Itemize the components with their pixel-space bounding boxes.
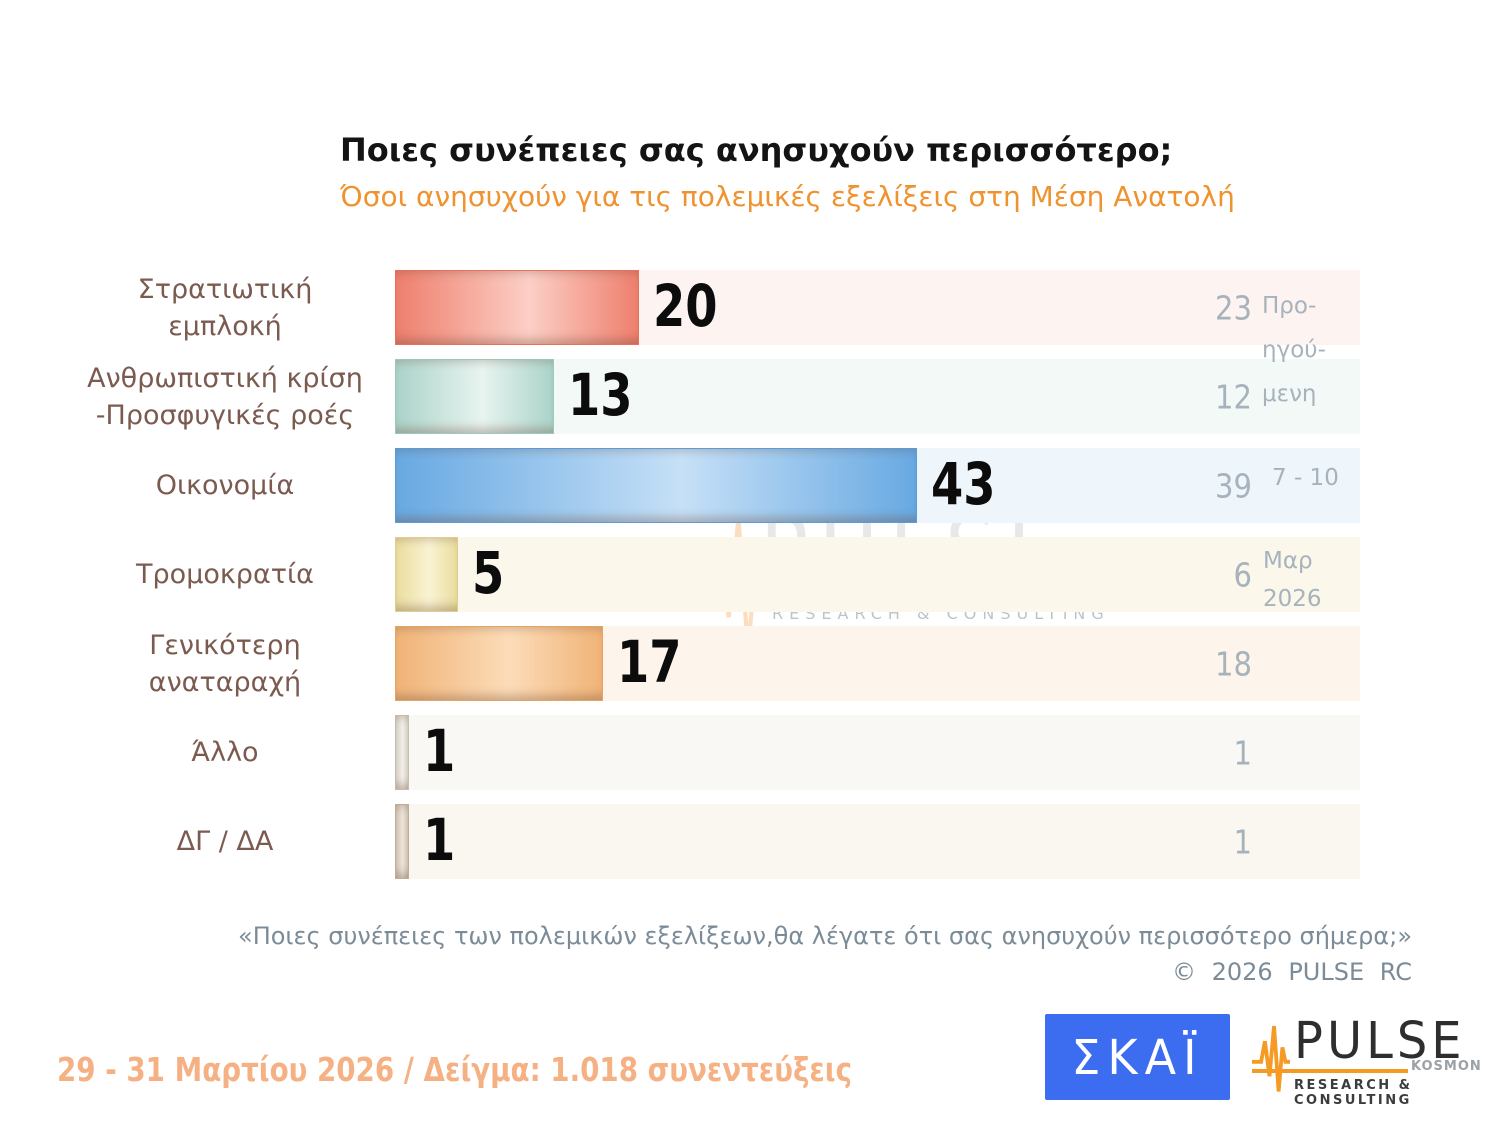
previous-value-label: 23 <box>1215 288 1252 327</box>
header: Ποιες συνέπειες σας ανησυχούν περισσότερ… <box>340 130 1235 215</box>
chart-row: Τρομοκρατία 5 6 <box>55 537 1360 612</box>
category-label: Γενικότερη αναταραχή <box>148 629 302 698</box>
pulse-logo-subbrand: KOSMON <box>1411 1059 1482 1074</box>
current-value-label: 20 <box>653 271 718 340</box>
category-label: Οικονομία <box>155 470 295 501</box>
bar-track: 17 18 <box>395 626 1360 701</box>
copyright: © 2026 PULSE RC <box>1171 958 1412 986</box>
skai-logo: ΣΚΑΪ <box>1045 1014 1230 1100</box>
chart-bar <box>395 626 603 701</box>
current-value-label: 1 <box>423 716 456 785</box>
current-value-label: 43 <box>931 449 996 518</box>
category-label: ΔΓ / ΔΑ <box>176 826 274 857</box>
chart-row: Στρατιωτική εμπλοκή 20 23 <box>55 270 1360 345</box>
bar-track: 13 12 <box>395 359 1360 434</box>
pulse-heartbeat-icon <box>1252 1025 1290 1092</box>
skai-logo-text: ΣΚΑΪ <box>1071 1028 1204 1086</box>
previous-wave-dates: 7 - 10 <box>1272 465 1339 491</box>
chart-bar <box>395 804 409 879</box>
chart-row: Ανθρωπιστική κρίση -Προσφυγικές ροές 13 … <box>55 359 1360 434</box>
category-label: Στρατιωτική εμπλοκή <box>137 273 313 342</box>
pulse-logo-underline <box>1252 1069 1408 1073</box>
chart-row: Οικονομία 43 39 <box>55 448 1360 523</box>
page-title: Ποιες συνέπειες σας ανησυχούν περισσότερ… <box>340 131 1173 169</box>
chart-row: Γενικότερη αναταραχή 17 18 <box>55 626 1360 701</box>
chart-bar <box>395 537 458 612</box>
survey-question: «Ποιες συνέπειες των πολεμικών εξελίξεων… <box>238 922 1412 950</box>
current-value-label: 5 <box>472 538 505 607</box>
previous-column-header: Προ- ηγού- μενη <box>1262 293 1326 407</box>
bar-track: 1 1 <box>395 715 1360 790</box>
current-value-label: 1 <box>423 805 456 874</box>
previous-value-label: 39 <box>1215 466 1252 505</box>
previous-value-label: 6 <box>1233 555 1252 594</box>
previous-value-label: 1 <box>1233 822 1252 861</box>
current-value-label: 17 <box>617 627 682 696</box>
chart-row: ΔΓ / ΔΑ 1 1 <box>55 804 1360 879</box>
fieldwork-dates-sample: 29 - 31 Μαρτίου 2026 / Δείγμα: 1.018 συν… <box>57 1050 853 1089</box>
bar-track: 1 1 <box>395 804 1360 879</box>
category-label: Άλλο <box>191 737 259 768</box>
current-value-label: 13 <box>568 360 633 429</box>
chart-bar <box>395 448 917 523</box>
footnote: «Ποιες συνέπειες των πολεμικών εξελίξεων… <box>212 918 1412 990</box>
chart-row: Άλλο 1 1 <box>55 715 1360 790</box>
chart-bar <box>395 359 554 434</box>
previous-value-label: 12 <box>1215 377 1252 416</box>
bar-chart: Στρατιωτική εμπλοκή 20 23 Ανθρωπιστική κ… <box>55 270 1360 893</box>
pulse-logo-tagline: RESEARCH & CONSULTING <box>1294 1078 1413 1108</box>
previous-value-label: 18 <box>1215 644 1252 683</box>
chart-bar <box>395 270 639 345</box>
bar-track: 5 6 <box>395 537 1360 612</box>
bar-track: 20 23 <box>395 270 1360 345</box>
category-label: Ανθρωπιστική κρίση -Προσφυγικές ροές <box>87 362 363 431</box>
pulse-logo-brand: PULSE <box>1294 1012 1466 1071</box>
previous-wave-month: Μαρ 2026 <box>1263 548 1322 612</box>
previous-value-label: 1 <box>1233 733 1252 772</box>
category-label: Τρομοκρατία <box>136 559 314 590</box>
bar-track: 43 39 <box>395 448 1360 523</box>
page-subtitle: Όσοι ανησυχούν για τις πολεμικές εξελίξε… <box>340 180 1235 213</box>
chart-bar <box>395 715 409 790</box>
